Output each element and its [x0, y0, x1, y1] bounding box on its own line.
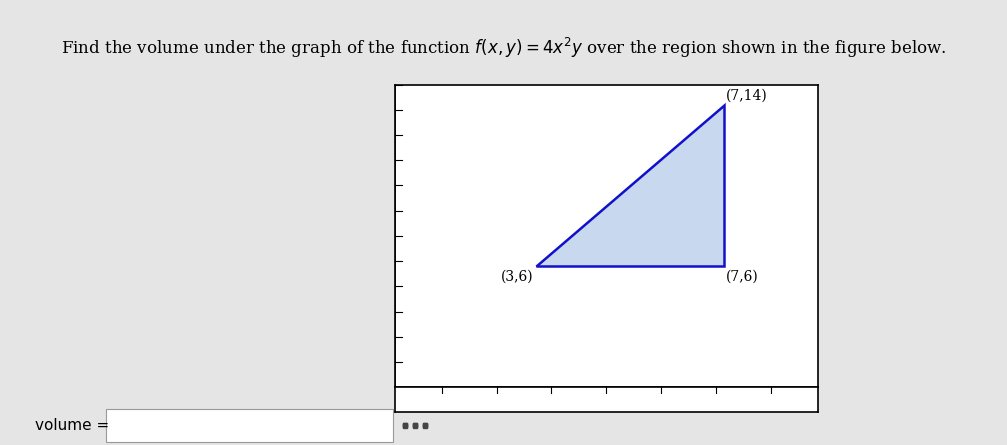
Text: Find the volume under the graph of the function $f(x, y) = 4x^2y$ over the regio: Find the volume under the graph of the f… — [60, 36, 947, 60]
Text: (7,14): (7,14) — [726, 89, 767, 103]
Polygon shape — [536, 105, 724, 266]
Text: (3,6): (3,6) — [500, 270, 534, 284]
Text: volume =: volume = — [35, 418, 110, 433]
Text: (7,6): (7,6) — [726, 270, 759, 284]
FancyBboxPatch shape — [106, 409, 393, 442]
